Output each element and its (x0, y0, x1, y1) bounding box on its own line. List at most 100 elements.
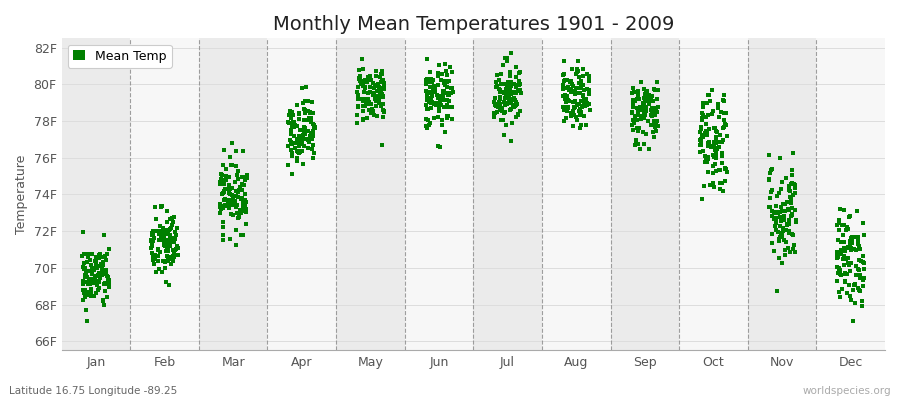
Point (297, 143, 311, 150)
Point (78, 294, 93, 300)
Point (421, 89, 436, 96)
Point (221, 199, 236, 205)
Point (366, 90, 381, 96)
Point (836, 222, 850, 228)
Point (358, 84, 373, 90)
Point (353, 96, 367, 102)
Point (220, 186, 234, 193)
Point (774, 260, 788, 266)
Point (168, 246, 183, 253)
Point (84, 276, 98, 283)
Point (632, 125, 646, 131)
Point (504, 89, 518, 96)
Point (787, 180, 801, 187)
Point (418, 79, 433, 85)
Point (574, 122, 589, 128)
Point (706, 184, 721, 191)
Point (375, 77, 390, 84)
Point (101, 278, 115, 284)
Point (570, 116, 584, 123)
Point (157, 234, 171, 240)
Point (785, 180, 799, 186)
Point (418, 81, 433, 88)
Point (501, 80, 516, 86)
Point (772, 214, 787, 220)
Point (375, 93, 390, 99)
Point (359, 96, 374, 102)
Point (372, 99, 386, 106)
Point (79, 251, 94, 258)
Point (767, 209, 781, 216)
Point (832, 217, 846, 223)
Point (580, 102, 594, 108)
Point (830, 222, 844, 228)
Point (96, 298, 111, 304)
Point (352, 76, 366, 82)
Point (709, 136, 724, 142)
Point (782, 230, 796, 236)
Point (93, 253, 107, 259)
Point (374, 88, 388, 94)
Point (297, 124, 311, 131)
Point (163, 226, 177, 232)
Point (842, 262, 856, 268)
Point (229, 148, 243, 154)
Point (566, 108, 580, 115)
Point (305, 136, 320, 142)
Point (850, 266, 865, 272)
Point (290, 123, 304, 129)
Point (698, 152, 712, 159)
Point (708, 146, 723, 153)
Point (857, 266, 871, 273)
Point (306, 130, 320, 136)
Point (639, 89, 653, 95)
Point (717, 98, 732, 104)
Point (848, 300, 862, 306)
Point (365, 106, 380, 112)
Point (365, 108, 380, 114)
Point (98, 280, 112, 286)
Point (507, 81, 521, 88)
Point (629, 117, 643, 123)
Point (842, 268, 857, 274)
Point (851, 238, 866, 244)
Point (837, 261, 851, 268)
Point (306, 110, 320, 116)
Point (581, 90, 596, 96)
Point (845, 234, 859, 240)
Point (158, 278, 173, 285)
Point (645, 92, 660, 99)
Point (495, 105, 509, 111)
Point (565, 83, 580, 90)
Point (769, 227, 783, 233)
Point (286, 112, 301, 118)
Point (649, 121, 663, 127)
Point (636, 100, 651, 106)
Point (146, 256, 160, 263)
Point (716, 92, 731, 98)
Point (160, 257, 175, 263)
Point (440, 84, 454, 90)
Point (513, 107, 527, 114)
Point (424, 95, 438, 101)
Point (169, 245, 184, 252)
Point (158, 243, 172, 249)
Point (714, 108, 728, 115)
Point (650, 96, 664, 102)
Point (356, 98, 370, 104)
Point (510, 110, 525, 117)
Point (831, 254, 845, 260)
Point (489, 79, 503, 85)
Point (780, 222, 795, 228)
Point (222, 236, 237, 243)
Point (785, 231, 799, 237)
Point (236, 200, 250, 206)
Point (700, 132, 715, 138)
Point (89, 290, 104, 297)
Point (364, 100, 379, 107)
Point (148, 204, 163, 210)
Point (145, 239, 159, 246)
Point (442, 92, 456, 98)
Point (850, 247, 864, 254)
Point (374, 90, 389, 97)
